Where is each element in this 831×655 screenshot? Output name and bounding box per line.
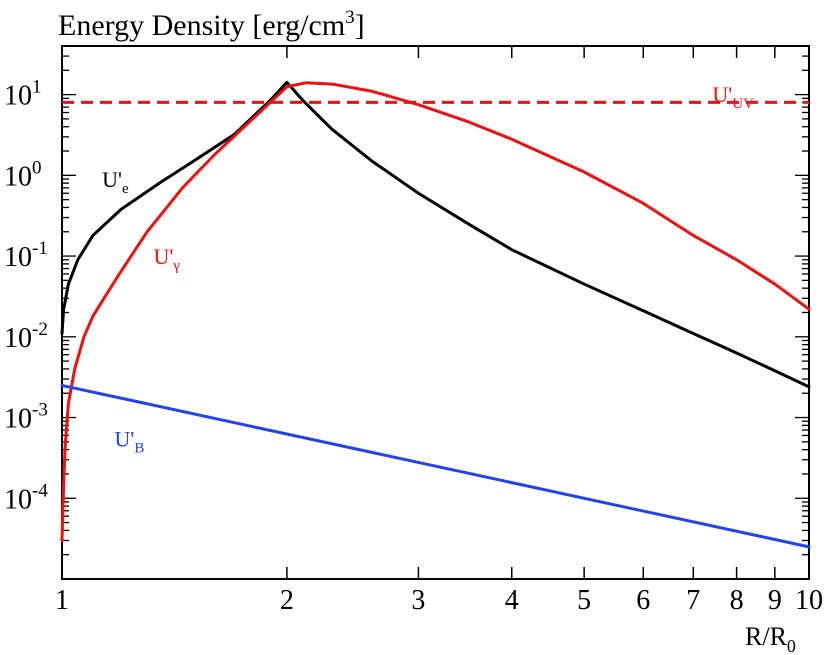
ticks-layer: 1 2 3 4 5 6 7 8 9 10 101 100 10-1 10-2 10-3 10-4 [4,45,823,616]
x-tick-label-6: 6 [636,585,650,616]
x-tick-label-2: 2 [280,585,294,616]
y-tick-label--2: 10-2 [4,319,48,354]
y-tick-label-0: 100 [4,157,42,192]
plot-frame [61,45,810,580]
y-tick-label--3: 10-3 [4,400,48,435]
x-tick-label-7: 7 [686,585,700,616]
series-label-e: U'e [102,167,129,197]
x-axis-label-subscript: 0 [787,636,796,655]
x-tick-label-9: 9 [768,585,782,616]
x-tick-label-4: 4 [505,585,519,616]
chart-title-end: ] [355,9,365,42]
series-line-b [60,383,811,549]
x-axis-label: R/R0 [745,622,796,655]
x-tick-label-1: 1 [55,585,69,616]
x-tick-label-3: 3 [411,585,425,616]
y-tick-label-1: 101 [4,77,42,112]
labels-layer: U'e U'γ U'UV U'B [102,82,754,457]
series-label-b: U'B [115,426,145,456]
series-label-gamma: U'γ [154,244,181,274]
x-tick-label-10: 10 [795,585,823,616]
series-line- [60,81,811,542]
chart-title-superscript: 3 [345,7,355,28]
y-tick-label--4: 10-4 [4,480,48,515]
y-tick-label--1: 10-1 [4,238,48,273]
series-line-e [60,80,811,389]
x-tick-label-8: 8 [730,585,744,616]
x-tick-label-5: 5 [577,585,591,616]
series-layer [60,80,811,549]
chart-title: Energy Density [erg/cm3] [58,7,365,42]
series-label-uv: U'UV [712,82,754,112]
